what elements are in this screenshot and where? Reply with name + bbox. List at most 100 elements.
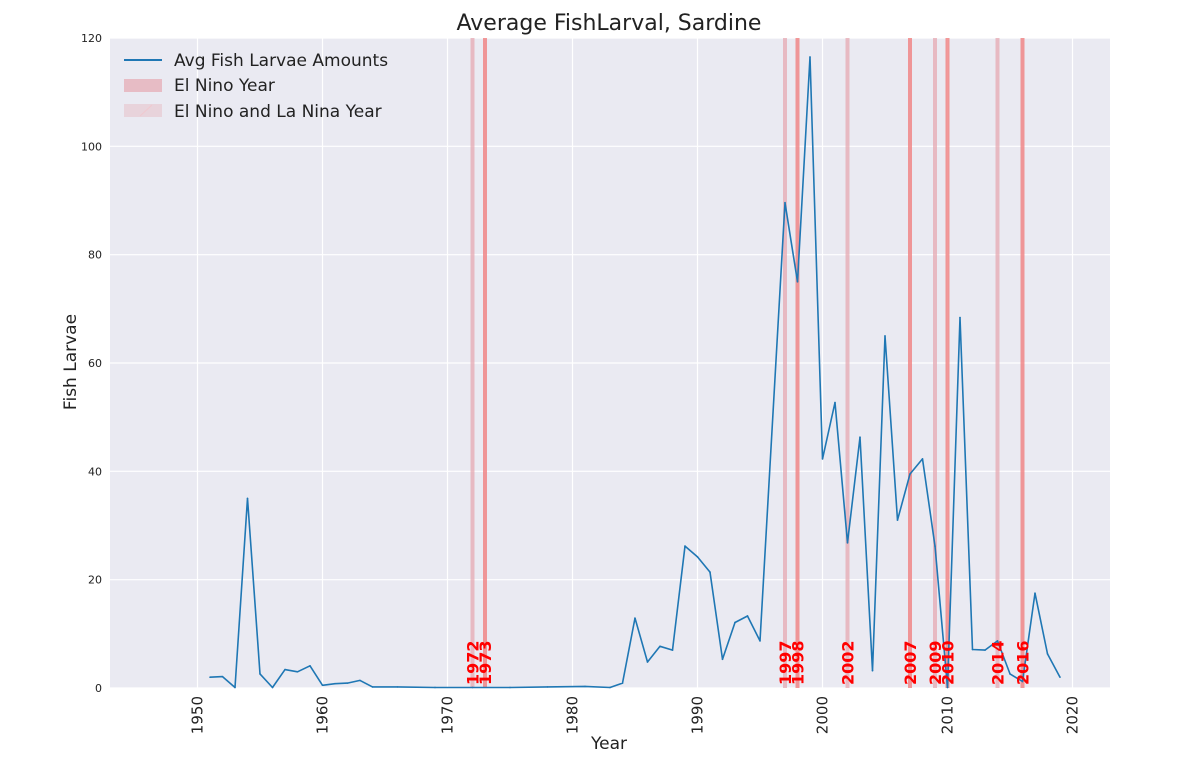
el-nino-la-nina-band	[845, 38, 850, 688]
data-point	[259, 673, 261, 675]
legend-el-nino-la-nina-swatch	[124, 104, 162, 117]
legend-hatch-mark	[139, 104, 153, 117]
data-point	[809, 56, 811, 58]
series-line	[209, 56, 1061, 689]
year-annotation: 2007	[901, 640, 920, 685]
year-annotation: 1972	[464, 640, 483, 685]
data-point	[1009, 673, 1011, 675]
x-tick-label: 1950	[189, 696, 207, 734]
legend-el-nino-swatch	[124, 79, 162, 92]
y-tick-label: 60	[88, 357, 102, 370]
data-point	[971, 648, 974, 651]
data-point	[609, 686, 611, 689]
data-point	[696, 556, 699, 558]
x-tick-label: 2010	[939, 696, 957, 734]
y-tick-label: 80	[88, 249, 102, 262]
el-nino-la-nina-band	[783, 38, 787, 688]
legend: Avg Fish Larvae Amounts El Nino Year El …	[124, 51, 388, 122]
year-annotation: 1997	[776, 640, 795, 685]
data-point	[896, 519, 899, 521]
data-point	[984, 649, 986, 651]
data-point	[859, 436, 861, 439]
grid-lines	[110, 37, 1110, 689]
x-tick-label: 1990	[689, 696, 707, 734]
y-tick-label: 120	[81, 32, 102, 45]
data-point	[359, 679, 361, 682]
data-point	[946, 686, 949, 689]
year-annotations: 1972 1997 2002 2009 2014 1973 1998 2007 2010 2016	[464, 640, 1033, 685]
x-tick-label: 1970	[439, 696, 457, 734]
y-tick-label: 20	[88, 574, 102, 587]
data-point	[296, 670, 299, 673]
legend-el-nino-la-nina-label: El Nino and La Nina Year	[174, 102, 382, 122]
data-point	[709, 571, 711, 573]
el-nino-band	[945, 38, 950, 688]
data-point	[934, 545, 936, 547]
data-point	[509, 686, 511, 689]
data-point	[759, 640, 761, 642]
data-point	[434, 686, 436, 689]
data-point	[671, 649, 674, 651]
data-point	[1059, 676, 1061, 678]
data-point	[1034, 592, 1036, 595]
data-point	[371, 686, 374, 688]
year-annotation: 2014	[989, 640, 1008, 685]
data-point	[746, 615, 749, 617]
data-point	[546, 686, 549, 688]
el-nino-la-nina-band	[933, 38, 937, 688]
data-point	[1021, 680, 1024, 683]
data-point	[796, 280, 799, 283]
data-point	[871, 669, 874, 672]
data-point	[234, 686, 236, 689]
data-point	[921, 458, 924, 460]
data-point	[209, 676, 211, 678]
year-annotation: 2009	[926, 640, 945, 685]
x-tick-label: 2000	[814, 696, 832, 734]
data-point	[246, 497, 249, 500]
data-point	[396, 686, 399, 688]
data-point	[221, 675, 224, 678]
data-point	[634, 617, 636, 619]
y-tick-label: 0	[95, 682, 102, 695]
data-point	[584, 685, 586, 688]
el-nino-la-nina-band	[470, 38, 475, 688]
data-point	[734, 621, 736, 624]
data-point	[309, 664, 311, 667]
data-point	[684, 545, 686, 547]
data-point	[334, 682, 336, 685]
data-point	[846, 542, 849, 544]
el-nino-band	[483, 38, 487, 688]
x-tick-label: 1980	[564, 696, 582, 734]
data-point	[959, 316, 961, 319]
data-point	[1046, 653, 1049, 655]
data-point	[996, 640, 999, 642]
data-point	[659, 645, 661, 648]
year-annotation: 2010	[939, 640, 958, 685]
el-nino-band	[795, 38, 800, 688]
data-point	[271, 686, 274, 689]
x-tick-label: 2020	[1064, 696, 1082, 734]
el-nino-band	[908, 38, 912, 688]
data-point	[909, 473, 911, 475]
data-point	[284, 668, 286, 671]
y-axis-label: Fish Larvae	[61, 314, 81, 410]
x-tick-label: 1960	[314, 696, 332, 734]
data-point	[784, 201, 786, 204]
year-annotation: 2002	[839, 640, 858, 685]
year-annotation: 2016	[1014, 640, 1033, 685]
data-point	[721, 658, 724, 661]
el-nino-la-nina-band	[995, 38, 1000, 688]
el-nino-bands	[470, 38, 1025, 688]
x-axis-ticks: 1950 1960 1970 1980 1990 2000 2010 2020	[189, 696, 1082, 734]
data-point	[621, 682, 624, 684]
data-point	[821, 458, 824, 460]
data-point	[321, 684, 324, 687]
y-tick-label: 100	[81, 140, 102, 153]
year-annotation: 1973	[476, 640, 495, 685]
y-axis-ticks: 0 20 40 60 80 100 120	[81, 32, 102, 695]
data-point	[646, 661, 649, 663]
series-lines	[209, 56, 1061, 689]
legend-el-nino-label: El Nino Year	[174, 76, 275, 96]
